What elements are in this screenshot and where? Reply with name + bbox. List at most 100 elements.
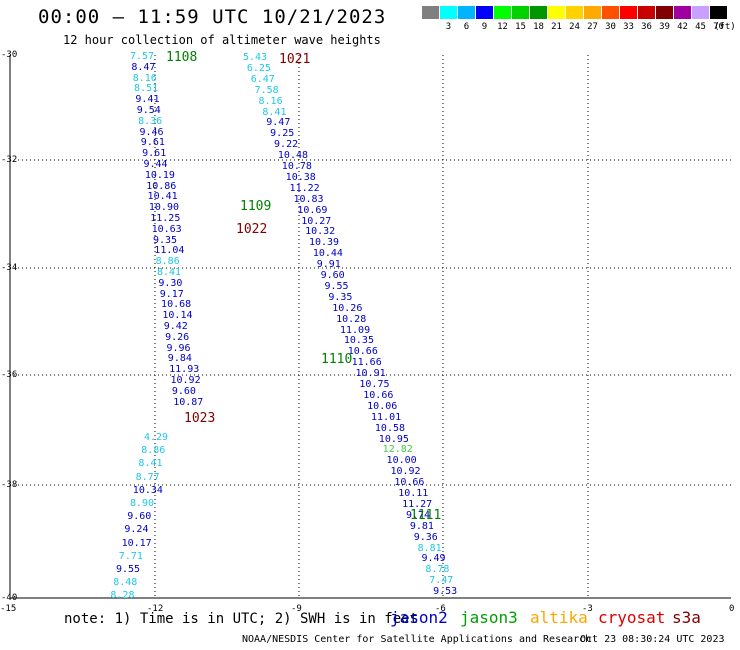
pass-label: 1023 (184, 411, 216, 426)
wave-height-value: 9.54 (136, 105, 161, 116)
wave-height-value: 10.34 (132, 484, 163, 496)
wave-height-value: 10.32 (305, 226, 336, 238)
wave-height-value: 10.83 (293, 193, 324, 205)
wave-height-value: 9.41 (135, 94, 160, 106)
wave-height-value: 11.66 (351, 357, 382, 369)
wave-height-value: 7.47 (429, 575, 454, 587)
satellite-name: s3a (672, 608, 701, 627)
wave-height-value: 8.51 (134, 83, 159, 95)
footnote: note: 1) Time is in UTC; 2) SWH is in fe… (64, 611, 419, 627)
legend-swatch (584, 6, 601, 19)
wave-height-value: 8.16 (258, 95, 283, 107)
wave-height-value: 11.22 (289, 182, 320, 194)
legend-label: 6 (463, 22, 470, 32)
lon-tick-label: -12 (147, 604, 164, 614)
legend-swatch (422, 6, 439, 19)
wave-height-value: 10.86 (146, 180, 177, 192)
lon-tick-label: -15 (0, 604, 17, 614)
wave-height-value: 8.77 (135, 471, 160, 483)
wave-height-value: 10.28 (336, 313, 367, 325)
wave-height-value: 10.91 (355, 368, 386, 380)
wave-height-value: 9.47 (266, 117, 291, 129)
wave-height-value: 6.47 (250, 73, 275, 85)
wave-height-value: 9.36 (413, 531, 438, 543)
wave-height-value: 10.14 (162, 310, 193, 322)
wave-height-value: 10.44 (312, 248, 343, 260)
lat-tick-label: -36 (1, 370, 18, 380)
wave-height-value: 10.87 (173, 396, 204, 408)
wave-height-value: 10.19 (144, 169, 175, 181)
wave-height-value: 11.25 (150, 213, 181, 224)
credit-text: NOAA/NESDIS Center for Satellite Applica… (242, 634, 592, 645)
wave-height-value: 10.75 (359, 379, 390, 390)
wave-height-value: 9.35 (328, 291, 353, 303)
wave-height-value: 11.27 (402, 498, 433, 510)
wave-height-value: 8.41 (157, 267, 182, 278)
lon-tick-label: -6 (435, 604, 446, 614)
satellite-name: jason2 (390, 608, 448, 627)
wave-height-value: 10.17 (121, 537, 152, 549)
wave-height-value: 4.29 (144, 432, 169, 443)
legend-label: 24 (569, 22, 580, 32)
satellite-name: jason3 (460, 608, 518, 627)
legend-swatch (530, 6, 547, 19)
lat-tick-label: -34 (1, 263, 18, 273)
legend-label: 27 (587, 22, 598, 32)
wave-height-value: 11.09 (340, 324, 371, 336)
wave-height-value: 7.71 (118, 550, 143, 562)
wave-height-value: 10.26 (332, 302, 363, 314)
legend-swatch (638, 6, 655, 19)
pass-label: 1021 (279, 52, 311, 67)
wave-height-value: 11.01 (371, 411, 402, 423)
wave-height-value: 10.66 (347, 346, 378, 358)
legend-label: 39 (659, 22, 670, 32)
wave-height-value: 5.43 (243, 52, 268, 63)
wave-height-value: 10.41 (147, 191, 178, 203)
legend-swatch (512, 6, 529, 19)
page-subtitle: 12 hour collection of altimeter wave hei… (63, 33, 381, 47)
wave-height-value: 8.48 (113, 577, 138, 589)
legend-swatch (656, 6, 673, 19)
legend-label: 9 (481, 22, 488, 32)
wave-height-value: 10.92 (390, 466, 421, 478)
wave-height-value: 10.92 (170, 375, 201, 386)
wave-height-value: 10.00 (386, 455, 417, 467)
wave-height-value: 10.66 (363, 389, 394, 401)
legend-units: (ft) (714, 22, 736, 32)
wave-height-value: 9.42 (163, 321, 188, 332)
wave-height-value: 9.49 (421, 553, 446, 565)
satellite-name: altika (530, 608, 588, 627)
legend-label: 42 (677, 22, 688, 32)
wave-height-value: 9.26 (165, 331, 190, 343)
wave-height-value: 8.86 (141, 445, 166, 457)
wave-height-value: 9.44 (143, 159, 168, 170)
satellite-name: cryosat (598, 608, 666, 627)
wave-height-value: 7.57 (130, 51, 155, 62)
wave-height-value: 9.74 (405, 509, 431, 521)
wave-height-value: 9.35 (152, 234, 178, 246)
wave-height-value: 8.28 (110, 590, 135, 602)
page-title: 00:00 – 11:59 UTC 10/21/2023 (38, 6, 387, 28)
wave-height-value: 8.78 (425, 564, 450, 576)
wave-height-value: 9.61 (140, 137, 165, 149)
legend-swatch (458, 6, 475, 19)
wave-height-value: 10.69 (297, 204, 328, 216)
lat-tick-label: -38 (1, 480, 18, 490)
wave-height-value: 10.27 (301, 215, 332, 227)
lat-tick-label: -30 (1, 50, 18, 60)
lon-tick-label: -9 (291, 604, 302, 614)
wave-height-value: 9.81 (409, 520, 434, 532)
wave-height-value: 10.39 (308, 237, 340, 249)
lon-tick-label: 0 (729, 604, 735, 614)
wave-height-value: 10.66 (394, 477, 425, 489)
legend-swatch (440, 6, 457, 19)
pass-label: 1022 (236, 222, 268, 237)
legend-label: 30 (605, 22, 616, 32)
wave-height-value: 11.93 (169, 364, 200, 376)
legend-swatch (602, 6, 619, 19)
legend-swatch (566, 6, 583, 19)
legend-swatch (476, 6, 493, 19)
wave-height-value: 8.81 (417, 542, 442, 554)
wave-height-value: 8.41 (262, 106, 287, 118)
pass-label: 1108 (166, 50, 198, 65)
